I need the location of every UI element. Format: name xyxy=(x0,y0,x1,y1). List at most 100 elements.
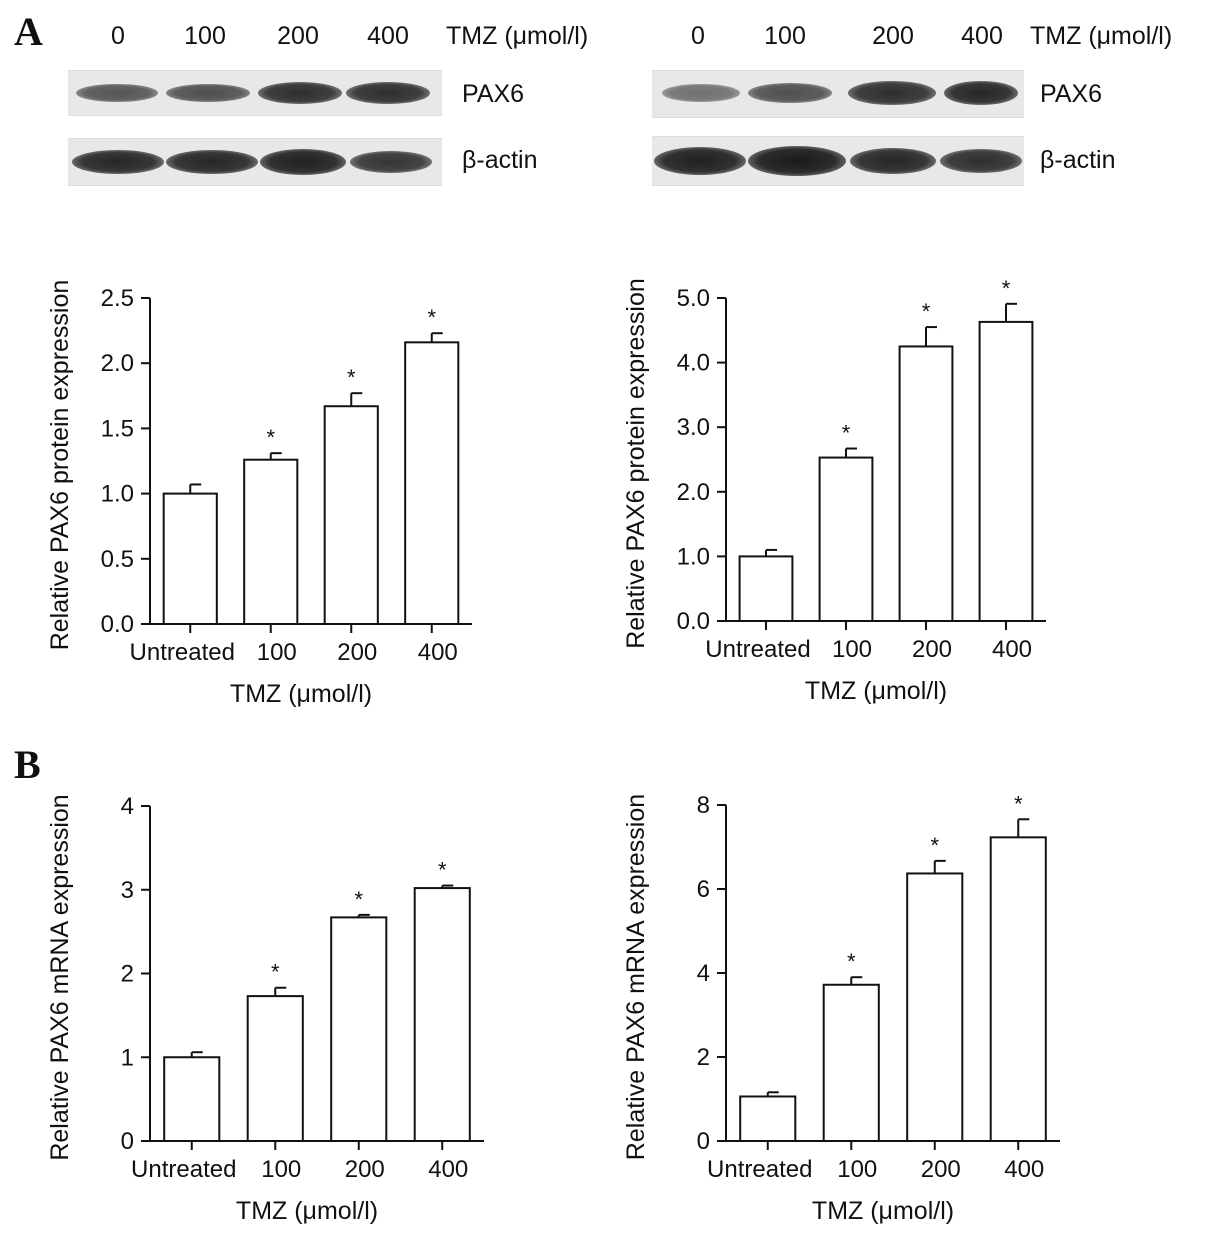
x-tick-label: 400 xyxy=(418,639,458,666)
blot-lane-label: 100 xyxy=(184,22,226,50)
y-axis-label: Relative PAX6 protein expression xyxy=(46,280,74,651)
blot-row-label-actin: β-actin xyxy=(462,146,538,174)
bar xyxy=(413,887,471,1143)
y-tick-label: 3.0 xyxy=(677,414,710,441)
blot-band xyxy=(166,84,250,102)
bar xyxy=(243,458,299,626)
blot-lane-label: 400 xyxy=(961,22,1003,50)
y-tick-label: 6 xyxy=(697,876,710,903)
y-tick-label: 2 xyxy=(121,961,134,988)
y-tick-label: 0.5 xyxy=(101,546,134,573)
significance-star: * xyxy=(842,421,851,446)
blot-treatment-label: TMZ (μmol/l) xyxy=(1030,22,1173,50)
y-tick-label: 1 xyxy=(121,1044,134,1071)
bar xyxy=(404,341,460,625)
y-tick-label: 0 xyxy=(697,1128,710,1155)
blot-row-label-pax6: PAX6 xyxy=(462,80,525,108)
y-tick-label: 2.0 xyxy=(101,350,134,377)
blot-band xyxy=(944,81,1018,105)
x-tick-label: 400 xyxy=(992,636,1032,663)
x-tick-label: 100 xyxy=(832,636,872,663)
blot-treatment-label: TMZ (μmol/l) xyxy=(446,22,589,50)
x-tick-label: 400 xyxy=(428,1156,468,1183)
x-axis-label: TMZ (μmol/l) xyxy=(236,1197,378,1225)
blot-lane-label: 200 xyxy=(277,22,319,50)
significance-star: * xyxy=(427,305,436,330)
significance-star: * xyxy=(266,425,275,450)
y-tick-label: 0.0 xyxy=(101,611,134,638)
blot-band xyxy=(654,147,746,175)
blot-band xyxy=(848,81,936,105)
x-tick-label: 200 xyxy=(912,636,952,663)
blot-band xyxy=(166,150,258,174)
y-tick-label: 2.0 xyxy=(677,479,710,506)
blot-row-label-pax6: PAX6 xyxy=(1040,80,1103,108)
blot-band xyxy=(258,82,342,104)
y-tick-label: 3 xyxy=(121,877,134,904)
blot-lane-label: 400 xyxy=(367,22,409,50)
y-axis-label: Relative PAX6 protein expression xyxy=(622,278,650,649)
significance-star: * xyxy=(438,858,447,883)
y-axis-label: Relative PAX6 mRNA expression xyxy=(46,794,74,1160)
y-tick-label: 2.5 xyxy=(101,285,134,312)
x-tick-label: 200 xyxy=(337,639,377,666)
y-axis-label: Relative PAX6 mRNA expression xyxy=(622,794,650,1160)
blot-band xyxy=(350,151,432,173)
x-tick-label: Untreated xyxy=(130,639,235,666)
x-tick-label: 200 xyxy=(921,1156,961,1183)
bar xyxy=(162,492,218,625)
blot-lane-label: 200 xyxy=(872,22,914,50)
panel-label-b: B xyxy=(14,742,41,787)
blot-band xyxy=(662,84,740,102)
x-tick-label: Untreated xyxy=(705,636,810,663)
bar xyxy=(163,1056,221,1142)
blot-lane-label: 100 xyxy=(764,22,806,50)
bar xyxy=(989,836,1047,1143)
bar xyxy=(898,345,954,622)
blot-band xyxy=(260,149,346,175)
bar xyxy=(906,872,964,1143)
y-tick-label: 4 xyxy=(121,793,134,820)
blot-band xyxy=(748,146,846,176)
bar xyxy=(822,983,880,1143)
blot-band xyxy=(940,149,1022,173)
blot-lane-label: 0 xyxy=(111,22,125,50)
bar xyxy=(978,320,1034,622)
significance-star: * xyxy=(847,949,856,974)
significance-star: * xyxy=(1002,276,1011,301)
blot-band xyxy=(346,82,430,104)
x-tick-label: 100 xyxy=(261,1156,301,1183)
x-axis-label: TMZ (μmol/l) xyxy=(812,1197,954,1225)
y-tick-label: 0 xyxy=(121,1128,134,1155)
x-tick-label: Untreated xyxy=(131,1156,236,1183)
y-tick-label: 0.0 xyxy=(677,608,710,635)
y-tick-label: 4.0 xyxy=(677,350,710,377)
x-tick-label: 100 xyxy=(837,1156,877,1183)
x-tick-label: 400 xyxy=(1004,1156,1044,1183)
y-tick-label: 1.0 xyxy=(101,481,134,508)
blot-band xyxy=(850,148,936,174)
panel-label-a: A xyxy=(14,9,43,54)
y-tick-label: 4 xyxy=(697,960,710,987)
bar xyxy=(739,1095,797,1142)
y-tick-label: 1.5 xyxy=(101,415,134,442)
significance-star: * xyxy=(1014,791,1023,816)
y-tick-label: 1.0 xyxy=(677,543,710,570)
y-tick-label: 8 xyxy=(697,792,710,819)
blot-band xyxy=(76,84,158,102)
y-tick-label: 2 xyxy=(697,1044,710,1071)
y-tick-label: 5.0 xyxy=(677,285,710,312)
x-axis-label: TMZ (μmol/l) xyxy=(805,677,947,705)
significance-star: * xyxy=(354,887,363,912)
significance-star: * xyxy=(930,833,939,858)
bar xyxy=(738,555,794,623)
significance-star: * xyxy=(922,299,931,324)
blot-row-label-actin: β-actin xyxy=(1040,146,1116,174)
x-tick-label: Untreated xyxy=(707,1156,812,1183)
x-tick-label: 100 xyxy=(257,639,297,666)
significance-star: * xyxy=(271,960,280,985)
